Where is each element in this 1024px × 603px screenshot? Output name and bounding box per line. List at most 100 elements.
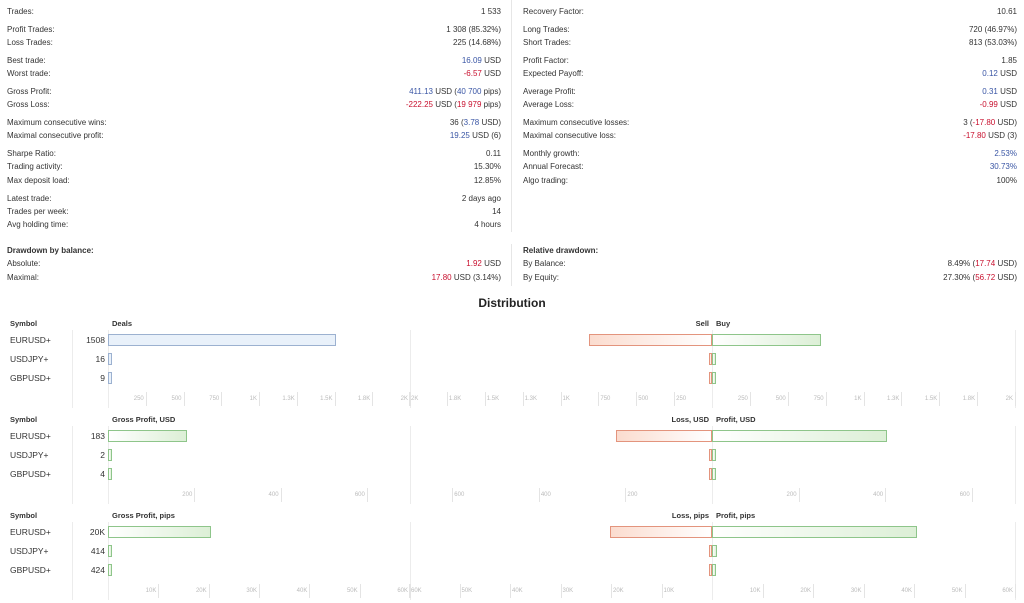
- stat-row: Trades per week: 14: [7, 205, 501, 218]
- negative-bar: [709, 449, 712, 461]
- stat-value-part: 4 hours: [474, 220, 501, 230]
- stat-value-part: 10.61: [996, 7, 1017, 16]
- axis-tick-label: 400: [873, 492, 884, 498]
- positive-bar: [712, 334, 822, 346]
- symbol-label: EURUSD+: [10, 431, 51, 441]
- stat-value: 0.12 USD: [982, 67, 1017, 80]
- axis-tick: [309, 584, 311, 598]
- stat-value-part: -6.57: [463, 69, 482, 79]
- stat-label: Max deposit load:: [7, 175, 70, 185]
- stat-value-part: 720 (46.97%): [968, 24, 1017, 34]
- grid-line: [410, 330, 411, 408]
- stat-group: Maximum consecutive wins: 36 (3.78 USD) Ma…: [7, 116, 501, 143]
- axis-tick: [410, 584, 411, 598]
- stat-label: Maximal consecutive profit:: [7, 131, 104, 141]
- stat-label: Absolute:: [7, 259, 41, 269]
- stat-value: 0.31 USD: [982, 85, 1017, 98]
- axis-tick-label: 250: [133, 396, 144, 402]
- axis-tick-label: 20K: [800, 588, 811, 594]
- stat-value-part: 8.49% (: [947, 259, 976, 269]
- positive-bar: [712, 372, 716, 384]
- stat-value-part: USD (3.14%): [451, 272, 501, 282]
- stat-value-part: 1 308 (85.32%): [446, 24, 501, 34]
- stat-label: Avg holding time:: [7, 220, 69, 230]
- axis-tick: [977, 392, 979, 406]
- axis-tick-label: 1.8K: [357, 396, 371, 402]
- symbol-header: Symbol: [10, 415, 38, 424]
- axis-tick-label: 30K: [562, 588, 574, 594]
- stat-label: Latest trade:: [7, 193, 52, 203]
- stat-value-part: 12.85%: [473, 175, 501, 185]
- axis-tick: [813, 584, 814, 598]
- grid-line: [72, 522, 73, 600]
- axis-tick: [259, 392, 260, 406]
- column-divider: [511, 244, 512, 286]
- stat-value-part: 56.72: [975, 272, 996, 282]
- value-label: 9: [100, 373, 105, 383]
- stat-value-part: USD: [997, 69, 1017, 79]
- axis-tick: [366, 488, 368, 502]
- grid-line: [108, 426, 109, 504]
- axis-tick: [158, 584, 160, 598]
- stat-group: Average Profit: 0.31 USD Average Loss: -0.9…: [523, 85, 1017, 112]
- stat-label: Long Trades:: [523, 24, 570, 34]
- negative-series-title: Sell: [695, 319, 709, 328]
- axis-tick: [372, 392, 374, 406]
- column-divider: [511, 0, 512, 232]
- distribution-section: Symbol Gross Profit, pips Loss, pips Profit…: [0, 508, 1024, 600]
- stat-value: 813 (53.03%): [969, 36, 1017, 49]
- stat-value: 15.30%: [474, 160, 501, 173]
- left-bar: [108, 564, 112, 576]
- stat-row: Maximal consecutive profit: 19.25 USD (6): [7, 129, 501, 142]
- axis-tick: [452, 488, 454, 502]
- axis-tick: [522, 392, 524, 406]
- stat-label: Annual Forecast:: [523, 162, 584, 172]
- stat-value-part: pips): [481, 100, 501, 110]
- grid-line: [1015, 522, 1016, 600]
- stat-value-part: USD): [995, 259, 1017, 269]
- stat-label: Maximal:: [7, 272, 40, 282]
- symbol-header: Symbol: [10, 319, 38, 328]
- stat-value-part: USD (3): [985, 131, 1017, 141]
- axis-tick-label: 200: [182, 492, 193, 498]
- stat-value-part: 813 (53.03%): [968, 38, 1017, 48]
- stat-group: Recovery Factor: 10.61: [523, 5, 1017, 18]
- axis-tick-label: 750: [813, 396, 824, 402]
- symbol-header: Symbol: [10, 511, 38, 520]
- stat-value: 225 (14.68%): [453, 36, 501, 49]
- stat-value-part: USD: [481, 55, 501, 65]
- stat-value: 27.30% (56.72 USD): [943, 271, 1017, 284]
- stat-value-part: 19.25: [449, 131, 470, 141]
- grid-line: [72, 426, 73, 504]
- stat-row: Annual Forecast: 30.73%: [523, 160, 1017, 173]
- stat-label: Gross Loss:: [7, 100, 50, 110]
- axis-tick: [183, 392, 185, 406]
- stat-row: Trades: 1 533: [7, 5, 501, 18]
- grid-line: [410, 522, 411, 600]
- grid-line: [410, 426, 411, 504]
- axis-tick-label: 1K: [562, 396, 570, 402]
- axis-tick-label: 2K: [1005, 396, 1013, 402]
- axis-tick-label: 10K: [145, 588, 157, 594]
- left-bar: [108, 545, 112, 557]
- axis-tick-label: 50K: [461, 588, 473, 594]
- axis-tick: [280, 488, 282, 502]
- stat-row: By Balance: 8.49% (17.74 USD): [523, 257, 1017, 270]
- axis-tick: [446, 392, 448, 406]
- stat-label: Profit Trades:: [7, 24, 55, 34]
- axis-tick: [636, 392, 638, 406]
- stat-value-part: USD (: [432, 100, 457, 110]
- left-chart-title: Deals: [112, 319, 133, 328]
- stats-right-column: Recovery Factor: 10.61 Long Trades: 720 (46…: [523, 5, 1017, 192]
- negative-bar: [588, 334, 712, 346]
- axis-tick: [560, 392, 562, 406]
- symbol-label: USDJPY+: [10, 546, 49, 556]
- symbol-label: EURUSD+: [10, 335, 51, 345]
- symbol-label: GBPUSD+: [10, 469, 51, 479]
- stat-row: Maximal consecutive loss: -17.80 USD (3): [523, 129, 1017, 142]
- stat-row: Long Trades: 720 (46.97%): [523, 23, 1017, 36]
- left-bar: [108, 430, 187, 442]
- axis-tick: [914, 584, 915, 598]
- symbol-label: GBPUSD+: [10, 565, 51, 575]
- stat-value: 30.73%: [990, 160, 1017, 173]
